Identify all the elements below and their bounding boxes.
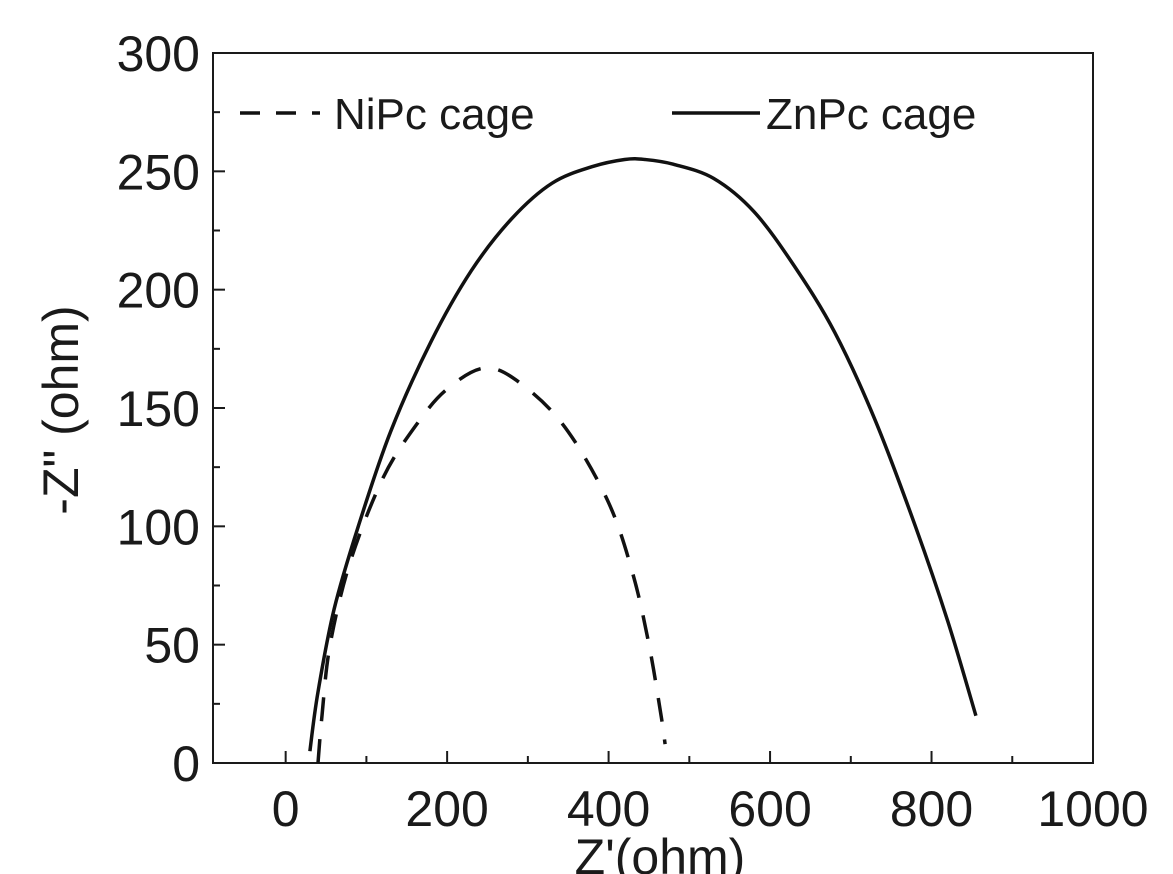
legend-label: ZnPc cage <box>766 90 976 139</box>
x-tick-label: 400 <box>567 781 650 837</box>
y-tick-label: 150 <box>117 381 200 437</box>
x-tick-label: 200 <box>405 781 488 837</box>
legend: NiPc cage ZnPc cage <box>240 90 976 139</box>
x-tick-label: 800 <box>890 781 973 837</box>
x-axis-title: Z'(ohm) <box>575 829 746 874</box>
axis-ticks <box>213 52 1094 764</box>
y-tick-label: 50 <box>144 618 200 674</box>
y-axis-title: -Z" (ohm) <box>33 305 89 514</box>
y-tick-label: 250 <box>117 144 200 200</box>
y-tick-label: 300 <box>117 26 200 82</box>
y-tick-label: 200 <box>117 263 200 319</box>
legend-label: NiPc cage <box>334 90 535 139</box>
x-tick-label: 1000 <box>1037 781 1148 837</box>
y-tick-label: 0 <box>172 736 200 792</box>
series-line-nipc-cage <box>316 366 667 764</box>
x-tick-label: 0 <box>272 781 300 837</box>
y-tick-label: 100 <box>117 499 200 555</box>
series-layer <box>308 157 978 764</box>
tick-labels: 0 200 400 600 800 1000 0 50 100 150 200 250 300 <box>117 26 1149 837</box>
series-line-znpc-cage <box>308 157 978 752</box>
x-tick-label: 600 <box>728 781 811 837</box>
